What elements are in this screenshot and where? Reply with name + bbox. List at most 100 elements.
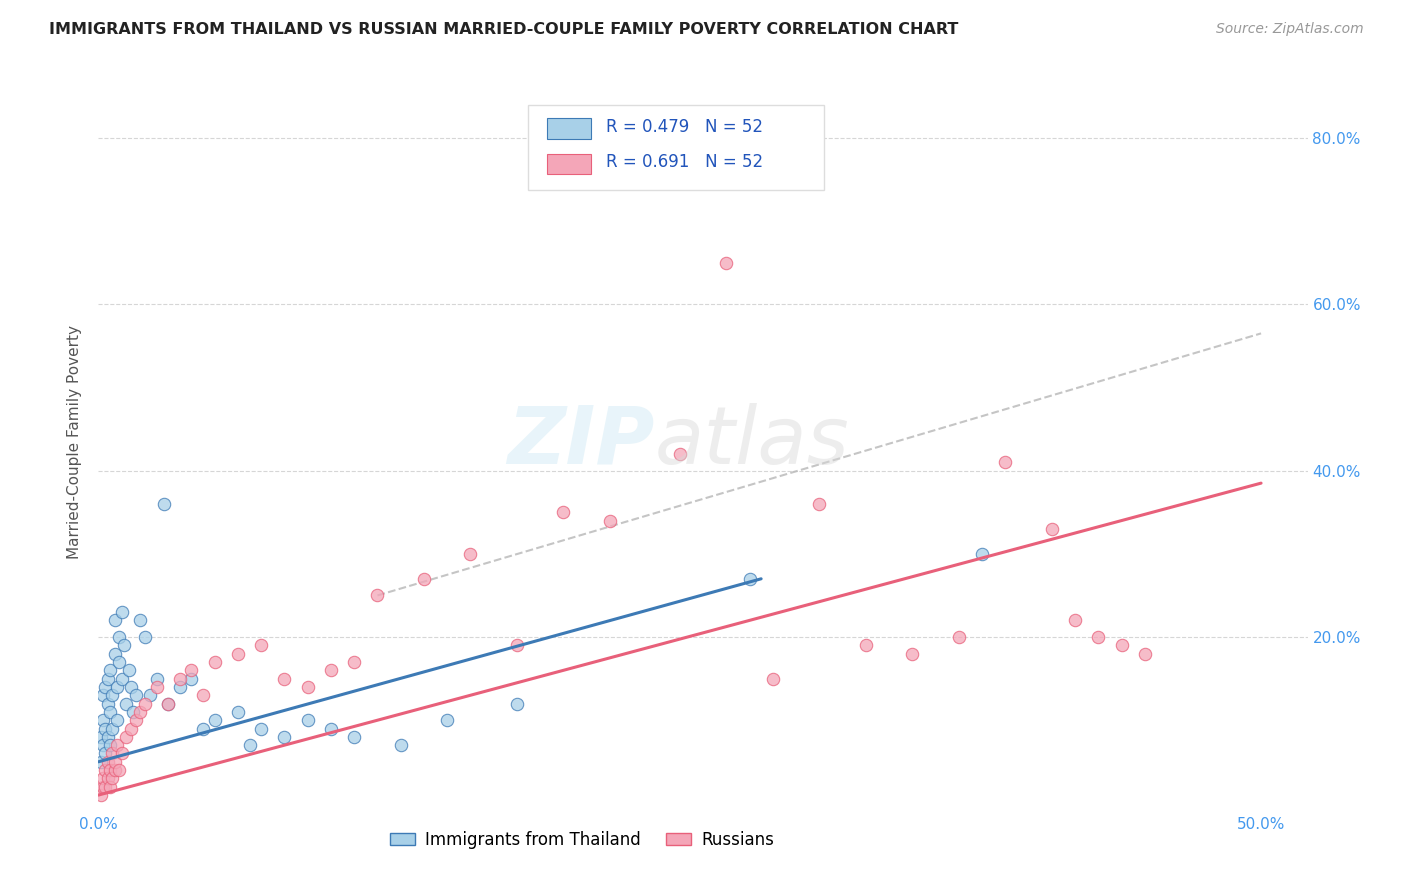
Point bbox=[1064, 614, 1087, 628]
Text: ZIP: ZIP bbox=[508, 402, 655, 481]
Point bbox=[343, 730, 366, 744]
Point bbox=[111, 672, 134, 686]
Point bbox=[506, 638, 529, 652]
Point bbox=[1133, 647, 1156, 661]
Point bbox=[97, 672, 120, 686]
Point bbox=[250, 722, 273, 736]
Point bbox=[104, 647, 127, 661]
Text: R = 0.691   N = 52: R = 0.691 N = 52 bbox=[606, 153, 762, 171]
Point bbox=[273, 672, 295, 686]
Legend: Immigrants from Thailand, Russians: Immigrants from Thailand, Russians bbox=[384, 824, 780, 855]
Point bbox=[134, 697, 156, 711]
Point bbox=[152, 497, 174, 511]
Text: Source: ZipAtlas.com: Source: ZipAtlas.com bbox=[1216, 22, 1364, 37]
Point bbox=[111, 605, 134, 619]
Text: R = 0.479   N = 52: R = 0.479 N = 52 bbox=[606, 118, 762, 136]
Point bbox=[94, 780, 117, 794]
Point bbox=[413, 572, 436, 586]
Point bbox=[226, 705, 249, 719]
Point bbox=[115, 697, 138, 711]
Point bbox=[738, 572, 761, 586]
Point bbox=[226, 647, 249, 661]
Bar bbox=[547, 153, 591, 174]
Point bbox=[108, 763, 131, 777]
Point bbox=[436, 713, 458, 727]
Point bbox=[366, 589, 388, 603]
Point bbox=[169, 672, 191, 686]
Point bbox=[105, 738, 128, 752]
Point bbox=[134, 630, 156, 644]
Point bbox=[901, 647, 924, 661]
Point bbox=[101, 747, 124, 761]
Bar bbox=[547, 118, 591, 139]
Point bbox=[94, 680, 117, 694]
Point bbox=[460, 547, 482, 561]
FancyBboxPatch shape bbox=[527, 104, 824, 190]
Point bbox=[111, 747, 134, 761]
Point bbox=[112, 638, 135, 652]
Point bbox=[124, 713, 146, 727]
Point bbox=[1111, 638, 1133, 652]
Point bbox=[855, 638, 877, 652]
Point bbox=[389, 738, 412, 752]
Point bbox=[343, 655, 366, 669]
Point bbox=[1040, 522, 1063, 536]
Point bbox=[120, 680, 142, 694]
Point bbox=[553, 505, 575, 519]
Point bbox=[297, 680, 319, 694]
Point bbox=[90, 788, 112, 802]
Point bbox=[94, 722, 117, 736]
Point bbox=[97, 697, 120, 711]
Point bbox=[1087, 630, 1109, 644]
Point bbox=[104, 763, 127, 777]
Point bbox=[91, 780, 114, 794]
Point bbox=[98, 780, 121, 794]
Point bbox=[120, 722, 142, 736]
Point bbox=[204, 655, 226, 669]
Point bbox=[98, 705, 121, 719]
Point bbox=[91, 772, 114, 786]
Point bbox=[91, 688, 114, 702]
Point bbox=[204, 713, 226, 727]
Point bbox=[97, 755, 120, 769]
Point bbox=[124, 688, 146, 702]
Text: IMMIGRANTS FROM THAILAND VS RUSSIAN MARRIED-COUPLE FAMILY POVERTY CORRELATION CH: IMMIGRANTS FROM THAILAND VS RUSSIAN MARR… bbox=[49, 22, 959, 37]
Point bbox=[90, 730, 112, 744]
Point bbox=[145, 672, 167, 686]
Point bbox=[104, 614, 127, 628]
Point bbox=[105, 680, 128, 694]
Point bbox=[157, 697, 180, 711]
Point bbox=[98, 738, 121, 752]
Point bbox=[157, 697, 180, 711]
Text: atlas: atlas bbox=[655, 402, 849, 481]
Point bbox=[297, 713, 319, 727]
Point bbox=[138, 688, 160, 702]
Point bbox=[668, 447, 690, 461]
Point bbox=[90, 755, 112, 769]
Point bbox=[319, 663, 342, 677]
Point bbox=[101, 772, 124, 786]
Point bbox=[108, 655, 131, 669]
Point bbox=[994, 455, 1017, 469]
Point bbox=[94, 763, 117, 777]
Point bbox=[180, 672, 202, 686]
Point bbox=[91, 713, 114, 727]
Point bbox=[506, 697, 529, 711]
Point bbox=[118, 663, 141, 677]
Point bbox=[191, 688, 214, 702]
Point bbox=[599, 514, 621, 528]
Point bbox=[105, 713, 128, 727]
Point bbox=[948, 630, 970, 644]
Point bbox=[97, 772, 120, 786]
Point bbox=[101, 688, 124, 702]
Point bbox=[145, 680, 167, 694]
Point bbox=[122, 705, 145, 719]
Point bbox=[250, 638, 273, 652]
Point bbox=[129, 705, 152, 719]
Point bbox=[716, 255, 738, 269]
Point bbox=[97, 730, 120, 744]
Point bbox=[129, 614, 152, 628]
Point bbox=[91, 738, 114, 752]
Point bbox=[808, 497, 831, 511]
Point bbox=[169, 680, 191, 694]
